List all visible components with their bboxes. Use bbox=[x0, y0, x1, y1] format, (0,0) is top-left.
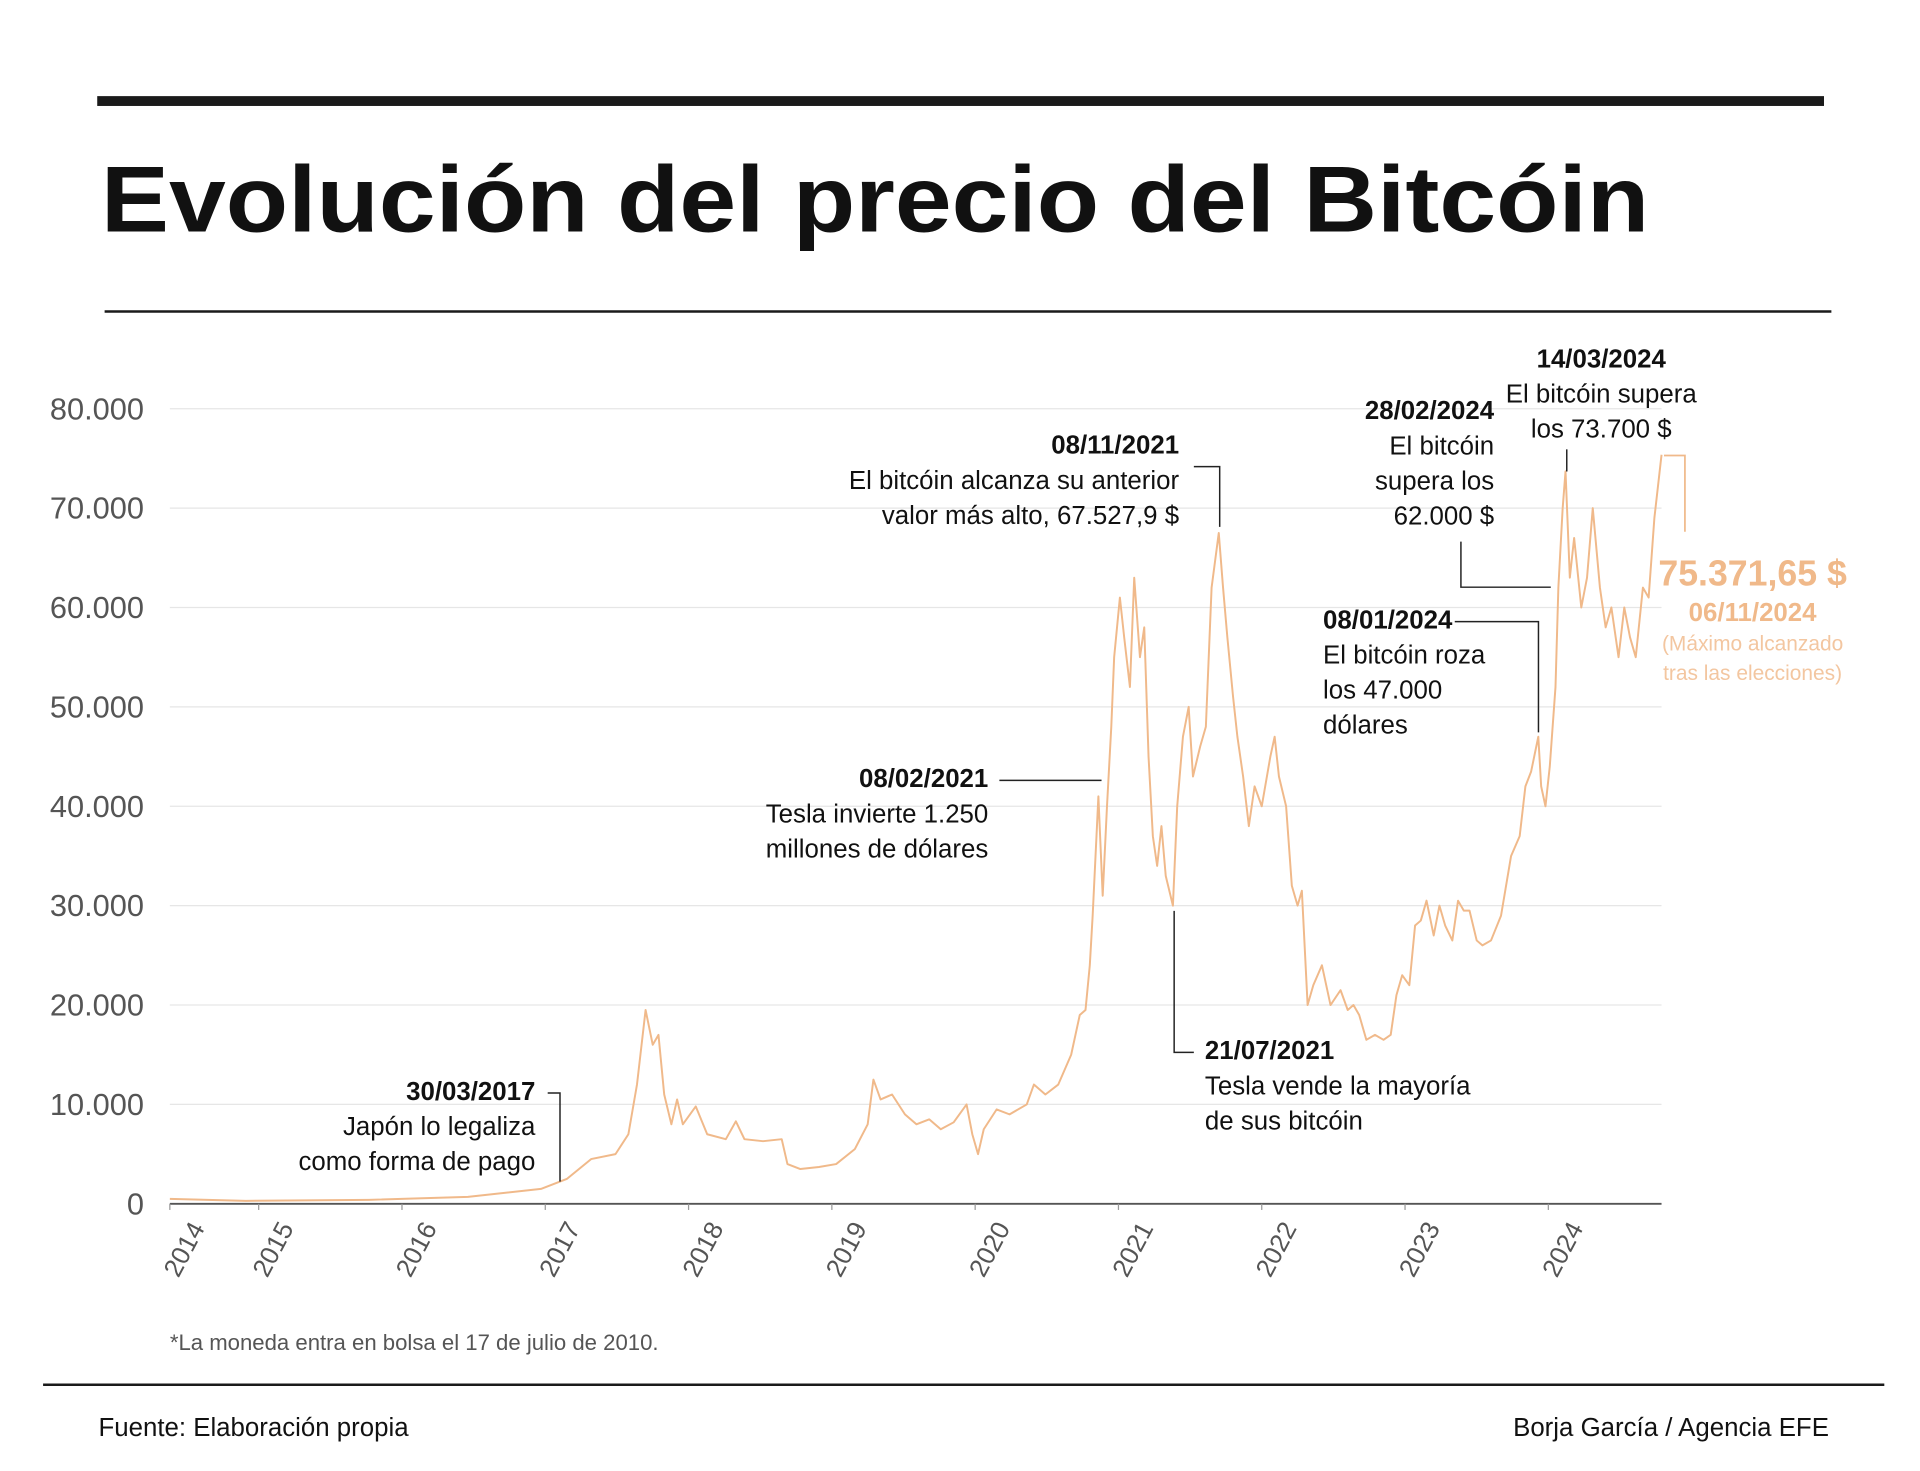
y-tick-label: 10.000 bbox=[50, 1087, 144, 1122]
highlight-value: 75.371,65 $ bbox=[1658, 554, 1847, 594]
y-tick-label: 50.000 bbox=[50, 689, 144, 724]
annotation-text: 62.000 $ bbox=[1394, 502, 1495, 530]
y-tick-label: 80.000 bbox=[50, 391, 144, 426]
y-tick-label: 40.000 bbox=[50, 789, 144, 824]
chart-title: Evolución del precio del Bitcóin bbox=[101, 147, 1649, 252]
annotation-connector bbox=[1173, 910, 1194, 1054]
y-tick-label: 60.000 bbox=[50, 590, 144, 625]
annotation-text: millones de dólares bbox=[766, 835, 989, 863]
annotation-text: El bitcóin roza bbox=[1323, 642, 1486, 670]
annotation-text: los 47.000 bbox=[1323, 677, 1442, 705]
price-line bbox=[169, 454, 1663, 1202]
highlight-text: tras las elecciones) bbox=[1663, 662, 1842, 685]
y-tick-label: 0 bbox=[127, 1186, 144, 1221]
annotation-date: 28/02/2024 bbox=[1365, 397, 1495, 425]
highlight-text: (Máximo alcanzado bbox=[1662, 633, 1843, 656]
annotation-text: Japón lo legaliza bbox=[343, 1113, 536, 1141]
annotation-text: los 73.700 $ bbox=[1531, 416, 1672, 444]
annotation-connector bbox=[547, 1092, 561, 1182]
annotation-text: dólares bbox=[1323, 712, 1408, 740]
annotation-text: El bitcóin alcanza su anterior bbox=[849, 467, 1180, 495]
annotation-text: de sus bitcóin bbox=[1205, 1107, 1363, 1135]
annotation-text: valor más alto, 67.527,9 $ bbox=[882, 502, 1179, 530]
annotation-connector bbox=[1454, 620, 1540, 733]
credit: Borja García / Agencia EFE bbox=[1513, 1414, 1829, 1442]
annotation-text: El bitcóin supera bbox=[1506, 381, 1698, 409]
annotation-text: Tesla invierte 1.250 bbox=[766, 800, 989, 828]
annotation-date: 08/01/2024 bbox=[1323, 606, 1453, 634]
annotation-date: 14/03/2024 bbox=[1537, 346, 1667, 374]
annotation-connector bbox=[1460, 541, 1551, 588]
annotation-date: 08/11/2021 bbox=[1051, 432, 1179, 460]
annotation-date: 21/07/2021 bbox=[1205, 1037, 1334, 1065]
source: Fuente: Elaboración propia bbox=[98, 1414, 409, 1442]
annotation-connector bbox=[1193, 465, 1221, 527]
annotation-date: 30/03/2017 bbox=[406, 1078, 535, 1106]
y-tick-label: 70.000 bbox=[50, 491, 144, 526]
y-tick-label: 30.000 bbox=[50, 888, 144, 923]
highlight-bracket bbox=[1664, 454, 1686, 532]
annotation-text: El bitcóin bbox=[1389, 432, 1494, 460]
y-tick-label: 20.000 bbox=[50, 988, 144, 1023]
annotation-date: 08/02/2021 bbox=[859, 765, 988, 793]
annotation-text: supera los bbox=[1375, 467, 1494, 495]
highlight-date: 06/11/2024 bbox=[1689, 599, 1817, 627]
annotation-text: como forma de pago bbox=[298, 1148, 535, 1176]
footnote: *La moneda entra en bolsa el 17 de julio… bbox=[170, 1330, 659, 1355]
top-bar bbox=[97, 96, 1825, 106]
annotation-text: Tesla vende la mayoría bbox=[1205, 1072, 1471, 1100]
